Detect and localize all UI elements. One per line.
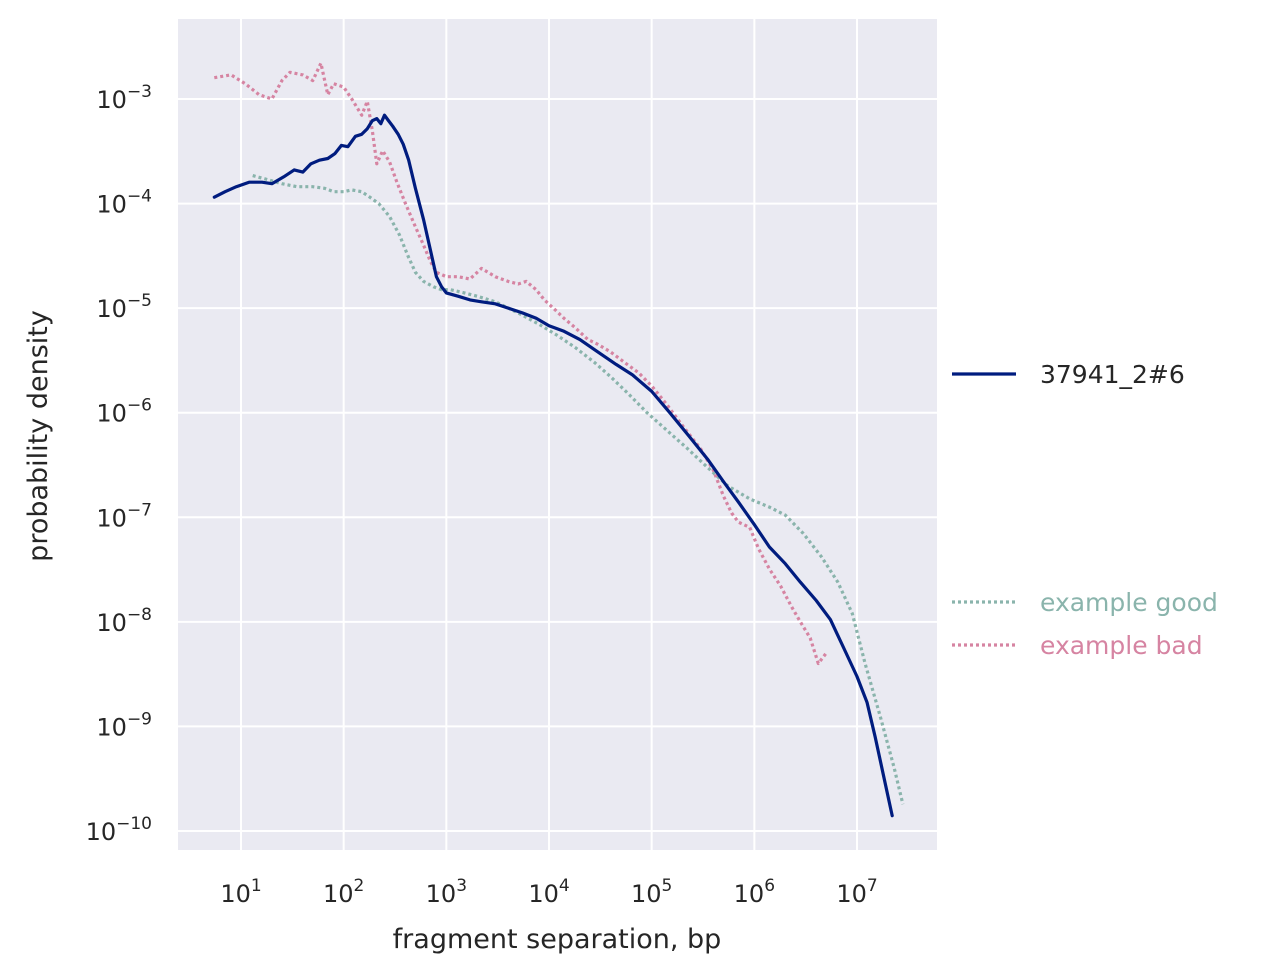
series-line-1 <box>252 174 905 805</box>
series-line-0 <box>212 113 894 818</box>
y-axis-label: probability density <box>23 310 54 562</box>
x-tick-label: 105 <box>631 876 672 908</box>
x-axis-label: fragment separation, bp <box>393 924 722 955</box>
y-tick-label: 10−7 <box>96 500 152 532</box>
legend-label-0: 37941_2#6 <box>1040 360 1185 389</box>
y-tick-label: 10−3 <box>96 82 152 114</box>
y-tick-label: 10−8 <box>96 605 152 637</box>
y-tick-labels: 10−3 10−4 10−5 10−6 10−7 10−8 10−9 10−10 <box>86 82 152 846</box>
plot-area <box>178 19 937 850</box>
y-tick-label: 10−10 <box>86 814 152 846</box>
x-tick-label: 107 <box>836 876 877 908</box>
x-tick-labels: 101 102 103 104 105 106 107 <box>220 876 877 908</box>
legend-label-1: example good <box>1040 588 1218 617</box>
x-tick-label: 106 <box>734 876 775 908</box>
series-line-2 <box>214 61 828 666</box>
y-tick-label: 10−4 <box>96 187 152 219</box>
y-gridlines <box>178 98 937 832</box>
x-gridlines <box>240 19 859 850</box>
x-tick-label: 104 <box>528 876 569 908</box>
series-layer <box>212 61 905 818</box>
y-tick-label: 10−5 <box>96 291 152 323</box>
legend-label-2: example bad <box>1040 631 1203 660</box>
x-tick-label: 103 <box>426 876 467 908</box>
x-tick-label: 101 <box>220 876 261 908</box>
y-tick-label: 10−9 <box>96 709 152 741</box>
y-tick-label: 10−6 <box>96 396 152 428</box>
x-tick-label: 102 <box>323 876 364 908</box>
